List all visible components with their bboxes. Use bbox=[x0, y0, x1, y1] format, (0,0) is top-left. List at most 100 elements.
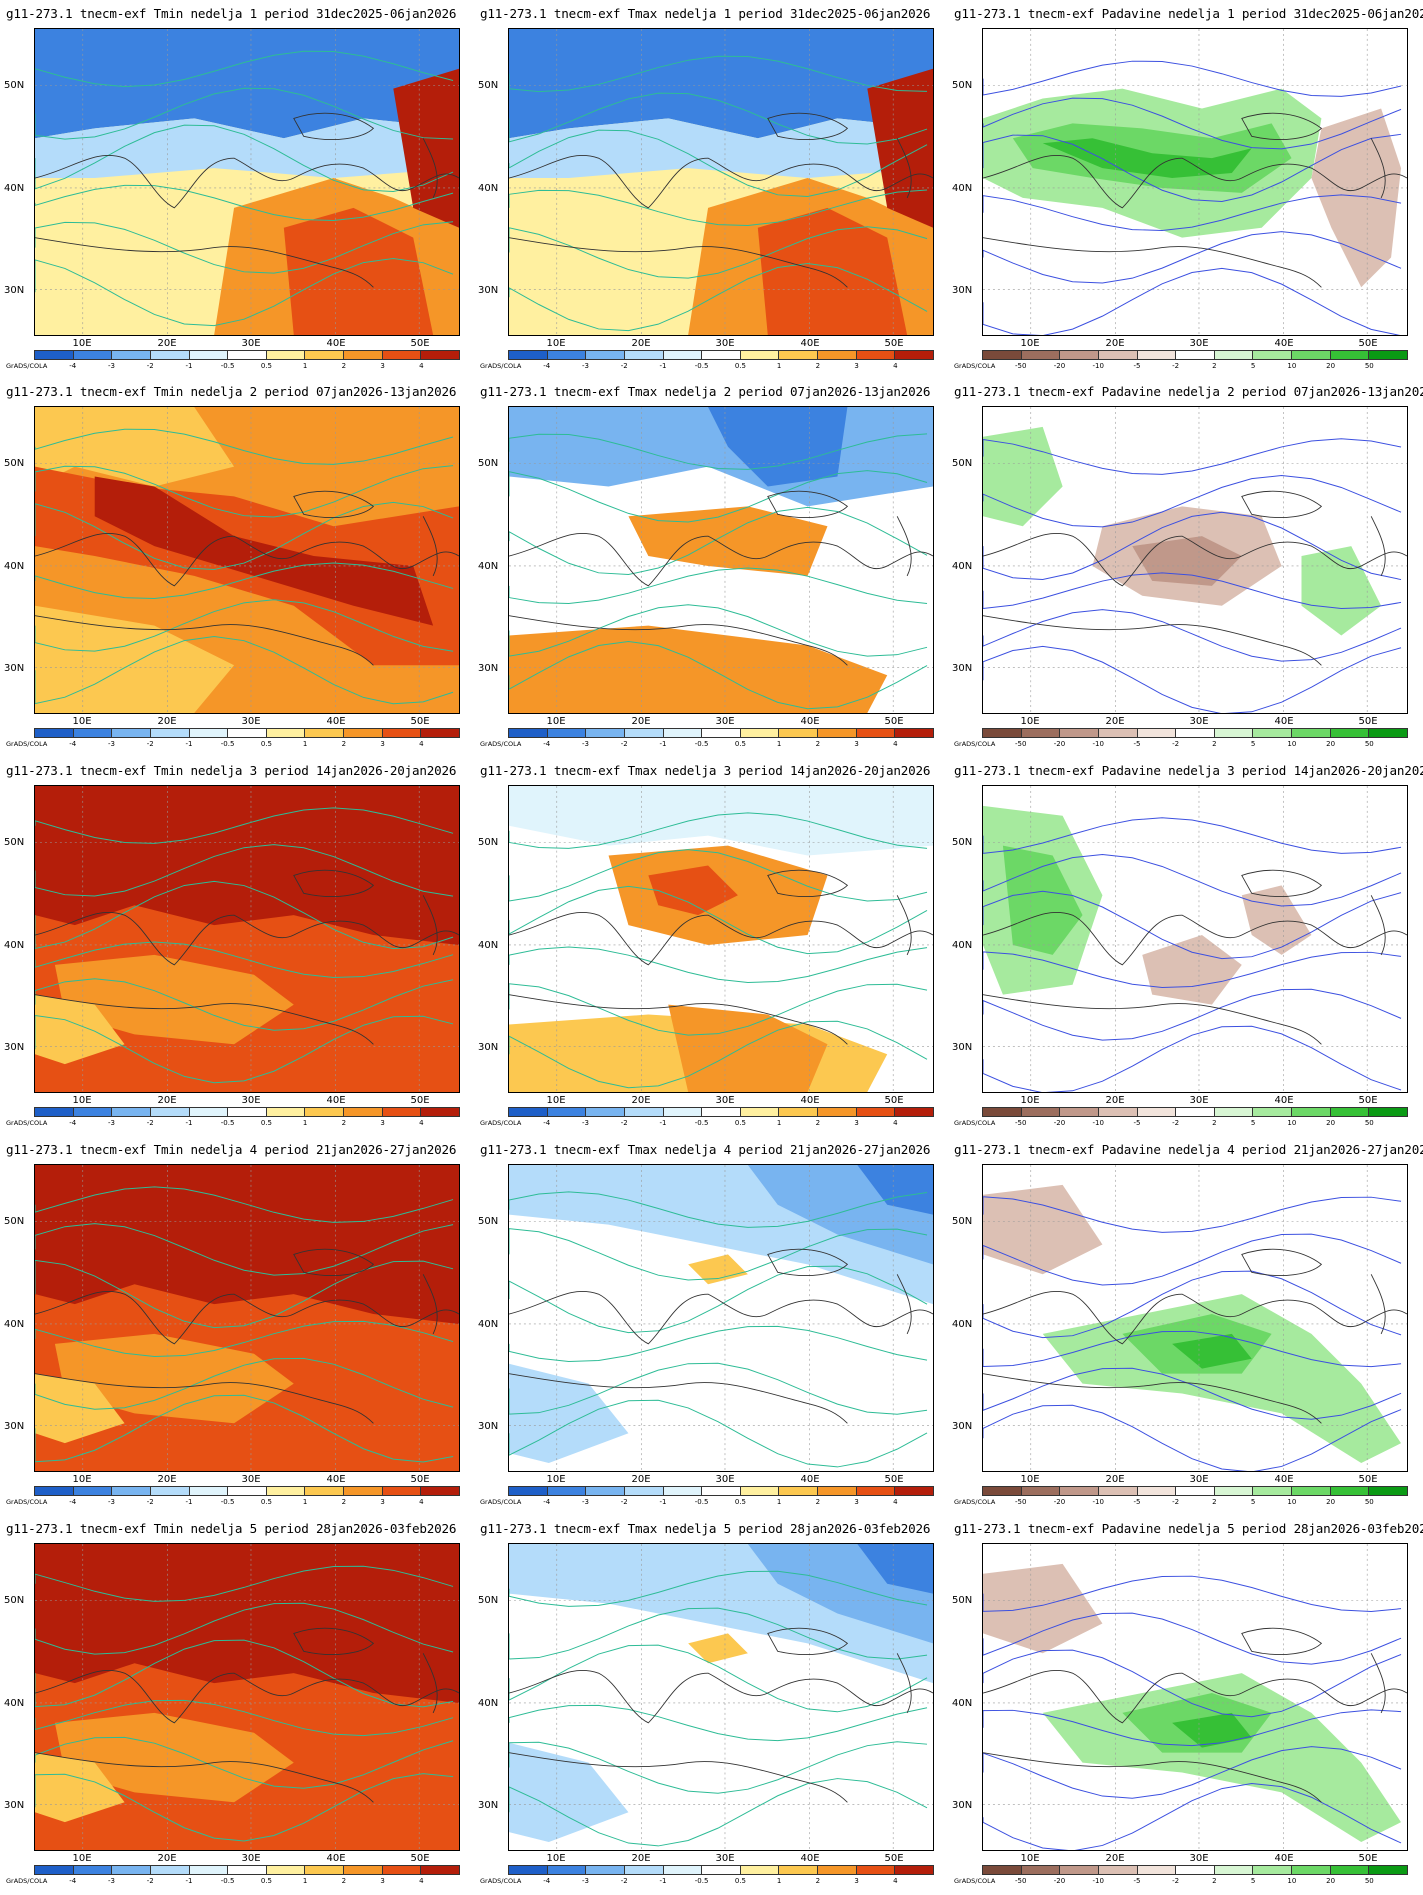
colorbar-swatch bbox=[779, 351, 819, 359]
colorbar-swatch bbox=[586, 729, 625, 737]
colorbar-tick: -1 bbox=[185, 740, 193, 748]
isoline bbox=[35, 221, 454, 274]
colorbar-tick: -10 bbox=[1092, 1877, 1104, 1885]
colorbar-swatch bbox=[266, 351, 306, 359]
colorbar-tick: -4 bbox=[543, 1498, 551, 1506]
colorbar-swatch bbox=[1176, 351, 1215, 359]
isoline bbox=[509, 1020, 928, 1089]
isoline bbox=[509, 470, 928, 523]
isoline bbox=[509, 433, 928, 470]
anomaly-region bbox=[509, 29, 933, 139]
lon-label: 50E bbox=[1358, 716, 1378, 727]
lon-label: 30E bbox=[241, 1853, 261, 1864]
colorbar-swatch bbox=[73, 351, 113, 359]
lon-label: 20E bbox=[631, 1474, 651, 1485]
map-plot bbox=[982, 28, 1408, 336]
colorbar-swatch bbox=[150, 351, 190, 359]
colorbar-swatch bbox=[547, 729, 587, 737]
lon-label: 40E bbox=[1274, 338, 1294, 349]
colorbar-swatch bbox=[228, 1866, 267, 1874]
colorbar-tick: -2 bbox=[146, 1119, 154, 1127]
isoline bbox=[35, 257, 454, 327]
isoline bbox=[35, 50, 454, 88]
isoline bbox=[35, 501, 454, 571]
colorbar-ticks: -4 -3 -2 -1 -0.5 0.5 1 2 3 4 bbox=[34, 740, 460, 752]
isoline bbox=[983, 97, 1402, 150]
colorbar-tick: -1 bbox=[185, 1119, 193, 1127]
colorbar-tick: 50 bbox=[1364, 740, 1374, 748]
colorbar-tick: -4 bbox=[543, 1877, 551, 1885]
lat-label: 50N bbox=[478, 80, 499, 91]
colorbar-tick: 1 bbox=[302, 1498, 308, 1506]
lat-label: 40N bbox=[952, 561, 973, 572]
colorbar-tick: -50 bbox=[1014, 1119, 1027, 1127]
isoline bbox=[35, 465, 454, 518]
colorbar-swatch bbox=[1137, 1866, 1177, 1874]
colorbar-tick: -4 bbox=[69, 1498, 77, 1506]
colorbar bbox=[982, 350, 1408, 360]
colorbar-tick: -1 bbox=[659, 1119, 667, 1127]
isoline bbox=[35, 1565, 454, 1602]
coastline bbox=[293, 1627, 438, 1714]
lon-label: 10E bbox=[1020, 716, 1040, 727]
colorbar-swatch bbox=[547, 1108, 587, 1116]
colorbar-swatch bbox=[1214, 1487, 1254, 1495]
colorbar-tick: 1 bbox=[302, 1877, 308, 1885]
isoline bbox=[983, 1270, 1402, 1339]
lon-label: 10E bbox=[546, 338, 566, 349]
colorbar-swatch bbox=[73, 1487, 113, 1495]
lon-label: 40E bbox=[800, 716, 820, 727]
colorbar-ticks: -4 -3 -2 -1 -0.5 0.5 1 2 3 4 bbox=[34, 1498, 460, 1510]
colorbar-swatch bbox=[856, 1866, 896, 1874]
isoline bbox=[35, 1773, 454, 1842]
colorbar-swatch bbox=[382, 1487, 422, 1495]
colorbar-tick: -1 bbox=[659, 362, 667, 370]
coastline bbox=[293, 869, 438, 956]
isoline bbox=[35, 1320, 454, 1358]
colorbar-swatch bbox=[1292, 351, 1331, 359]
anomaly-region bbox=[35, 605, 235, 713]
anomaly-region bbox=[857, 1544, 933, 1594]
colorbar-swatch bbox=[624, 351, 664, 359]
map-panel-tmax: g11-273.1 tnecm-exf Tmax nedelja 4 perio… bbox=[474, 1136, 948, 1514]
lon-label: 10E bbox=[1020, 1853, 1040, 1864]
isoline bbox=[509, 1570, 928, 1607]
colorbar-tick: -1 bbox=[659, 1498, 667, 1506]
colorbar-swatch bbox=[818, 1866, 857, 1874]
colorbar-swatch bbox=[663, 1108, 703, 1116]
colorbar-swatch bbox=[73, 1866, 113, 1874]
colorbar-swatch bbox=[624, 1108, 664, 1116]
map-panel-tmax: g11-273.1 tnecm-exf Tmax nedelja 3 perio… bbox=[474, 757, 948, 1135]
map-plot bbox=[34, 785, 460, 1093]
map-plot bbox=[508, 28, 934, 336]
coastline bbox=[509, 533, 933, 666]
map-plot bbox=[34, 1164, 460, 1472]
colorbar-tick: -3 bbox=[108, 1877, 115, 1885]
colorbar-tick: 2 bbox=[1212, 1877, 1217, 1885]
colorbar-tick: 5 bbox=[1250, 362, 1256, 370]
colorbar-tick: 2 bbox=[815, 1119, 821, 1127]
lon-label: 40E bbox=[326, 1853, 346, 1864]
grads-label: GrADS/COLA bbox=[954, 1498, 996, 1506]
colorbar-tick: -3 bbox=[582, 740, 589, 748]
colorbar-swatch bbox=[740, 351, 780, 359]
colorbar-tick: -0.5 bbox=[694, 1498, 709, 1506]
lon-label: 40E bbox=[800, 1853, 820, 1864]
colorbar-swatch bbox=[856, 729, 896, 737]
colorbar-tick: 1 bbox=[302, 740, 308, 748]
anomaly-region bbox=[509, 625, 888, 713]
lat-label: 30N bbox=[4, 1800, 25, 1811]
colorbar-tick: 10 bbox=[1287, 1498, 1297, 1506]
isoline bbox=[35, 941, 454, 979]
colorbar-swatch bbox=[1369, 729, 1408, 737]
lon-label: 20E bbox=[631, 1095, 651, 1106]
isoline bbox=[983, 1612, 1402, 1665]
lat-label: 40N bbox=[952, 1698, 973, 1709]
coastline bbox=[983, 533, 1407, 666]
lon-label: 40E bbox=[800, 1095, 820, 1106]
colorbar-tick: 1 bbox=[776, 362, 782, 370]
lon-label: 20E bbox=[1105, 716, 1125, 727]
colorbar-tick: 0.5 bbox=[734, 1877, 746, 1885]
map-svg bbox=[983, 407, 1407, 713]
colorbar-swatch bbox=[1137, 1108, 1177, 1116]
